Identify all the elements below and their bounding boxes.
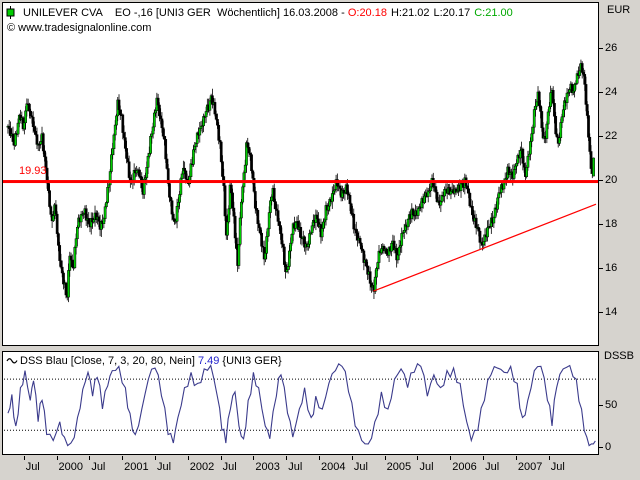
time-axis-tickmark: [450, 456, 452, 460]
time-axis-tickmark: [187, 456, 189, 460]
copyright-text: © www.tradesignalonline.com: [7, 22, 152, 34]
time-axis-tick-label: Jul: [222, 461, 237, 473]
low-value: L:20.17: [433, 7, 471, 19]
indicator-unit-label: DSSB: [604, 350, 634, 362]
time-axis-tickmark: [154, 456, 156, 460]
candlestick-icon: [6, 5, 15, 22]
price-unit-label: EUR: [607, 4, 631, 16]
time-axis-tickmark: [286, 456, 288, 460]
price-axis-tick-label: 18: [605, 218, 618, 230]
indicator-axis-tick-label: 0: [605, 441, 612, 454]
time-axis-tickmark: [253, 456, 255, 460]
time-axis-tick-label: Jul: [419, 461, 434, 473]
price-axis-tick-label: 26: [605, 42, 618, 54]
chart-title-bar: UNILEVER CVA EO -,16 [UNI3 GER Wöchentli…: [6, 5, 513, 22]
price-axis-tickmark: [599, 48, 603, 49]
time-axis-tick-label: Jul: [353, 461, 368, 473]
time-axis-tickmark: [384, 456, 386, 460]
time-axis-tick-label: Jul: [288, 461, 303, 473]
contract-info: EO -,16 [UNI3 GER Wöchentlich] 16.03.200…: [114, 7, 348, 19]
price-axis-tickmark: [599, 180, 603, 181]
time-axis-tickmark: [351, 456, 353, 460]
indicator-value: 7.49: [197, 355, 220, 367]
time-axis-tick-label: 2000: [58, 461, 83, 473]
open-value: O:20.18: [347, 7, 387, 19]
time-axis-tick-label: 2004: [321, 461, 346, 473]
indicator-title-bar: DSS Blau [Close, 7, 3, 20, 80, Nein] 7.4…: [6, 354, 282, 369]
time-axis-tickmark: [220, 456, 222, 460]
price-axis-tick-label: 22: [605, 130, 618, 142]
close-value: C:21.00: [474, 7, 513, 19]
time-axis-tick-label: 2002: [189, 461, 215, 473]
price-axis-tick-label: 20: [605, 174, 618, 186]
high-value: H:21.02: [390, 7, 430, 19]
price-chart-panel[interactable]: UNILEVER CVA EO -,16 [UNI3 GER Wöchentli…: [2, 2, 599, 346]
price-axis-tickmark: [599, 312, 603, 313]
price-axis-tickmark: [599, 92, 603, 93]
indicator-axis-tick-label: 50: [605, 398, 618, 411]
price-axis-tick-label: 16: [605, 262, 618, 274]
time-axis-tick-label: 2003: [255, 461, 280, 473]
price-axis-tick-label: 14: [605, 306, 618, 318]
indicator-axis-tickmark: [599, 447, 603, 449]
horizontal-line-price-label: 19.93: [19, 165, 47, 177]
price-axis-tickmark: [599, 136, 603, 137]
time-axis-tick-label: Jul: [550, 461, 565, 473]
time-axis-tick-label: 2007: [517, 461, 543, 473]
price-axis-tickmark: [599, 224, 603, 225]
time-axis-tickmark: [23, 456, 25, 460]
indicator-panel[interactable]: DSS Blau [Close, 7, 3, 20, 80, Nein] 7.4…: [2, 351, 599, 455]
time-axis-tickmark: [483, 456, 485, 460]
time-axis-tick-label: 2005: [386, 461, 412, 473]
wave-icon: [6, 356, 18, 368]
time-axis-tickmark: [89, 456, 91, 460]
indicator-axis-tickmark: [599, 404, 603, 406]
price-chart-canvas[interactable]: [3, 3, 598, 345]
indicator-chart-canvas[interactable]: [3, 352, 598, 454]
price-axis-tickmark: [599, 268, 603, 269]
time-axis-tickmark: [417, 456, 419, 460]
time-axis-tickmark: [548, 456, 550, 460]
time-axis-tick-label: Jul: [25, 461, 40, 473]
time-axis-tick-label: 2006: [452, 461, 477, 473]
time-axis-tickmark: [515, 456, 517, 460]
time-axis-tickmark: [56, 456, 58, 460]
price-axis-tick-label: 24: [605, 86, 618, 98]
time-axis-tick-label: 2001: [124, 461, 149, 473]
time-axis-tick-label: Jul: [485, 461, 500, 473]
time-axis-tickmark: [319, 456, 321, 460]
symbol-name: UNILEVER CVA: [23, 7, 103, 19]
time-axis-tick-label: Jul: [156, 461, 172, 473]
time-axis-tick-label: Jul: [91, 461, 106, 473]
time-axis-tickmark: [122, 456, 124, 460]
indicator-name-params: DSS Blau [Close, 7, 3, 20, 80, Nein]: [20, 355, 198, 367]
indicator-context: {UNI3 GER}: [219, 355, 282, 367]
